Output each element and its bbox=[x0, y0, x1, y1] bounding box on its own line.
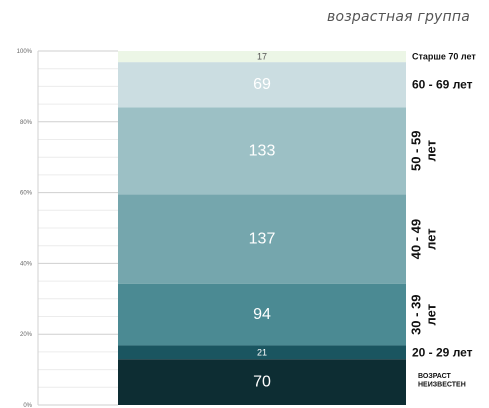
legend-label: 50 - 59лет bbox=[409, 131, 439, 171]
data-label: 21 bbox=[257, 347, 267, 357]
bar-segment bbox=[118, 62, 406, 108]
data-label: 70 bbox=[253, 374, 271, 391]
y-tick-label: 60% bbox=[20, 191, 33, 197]
bar-segment bbox=[118, 345, 406, 360]
bar-segment bbox=[118, 107, 406, 195]
legend-label: 40 - 49лет bbox=[409, 219, 439, 259]
data-label: 69 bbox=[253, 76, 271, 93]
bar-segment bbox=[118, 283, 406, 346]
y-tick-label: 40% bbox=[20, 261, 33, 267]
chart-title: возрастная группа bbox=[327, 9, 470, 25]
bar-segment bbox=[118, 51, 406, 63]
data-label: 94 bbox=[253, 306, 271, 323]
legend-label: Старше 70 лет bbox=[412, 52, 476, 62]
bar-segment bbox=[118, 194, 406, 284]
data-label: 137 bbox=[249, 231, 276, 248]
y-tick-label: 0% bbox=[23, 403, 32, 408]
bar-segment bbox=[118, 359, 406, 405]
data-label: 133 bbox=[249, 142, 276, 159]
y-tick-label: 100% bbox=[17, 49, 33, 55]
legend-label: ВОЗРАСТ НЕИЗВЕСТЕН bbox=[418, 373, 466, 388]
y-tick-label: 20% bbox=[20, 332, 33, 338]
y-tick-label: 80% bbox=[20, 120, 33, 126]
data-label: 17 bbox=[257, 52, 267, 62]
legend-label: 60 - 69 лет bbox=[412, 78, 473, 92]
legend-label: 30 - 39лет bbox=[409, 294, 439, 334]
legend-label: 20 - 29 лет bbox=[412, 345, 473, 359]
